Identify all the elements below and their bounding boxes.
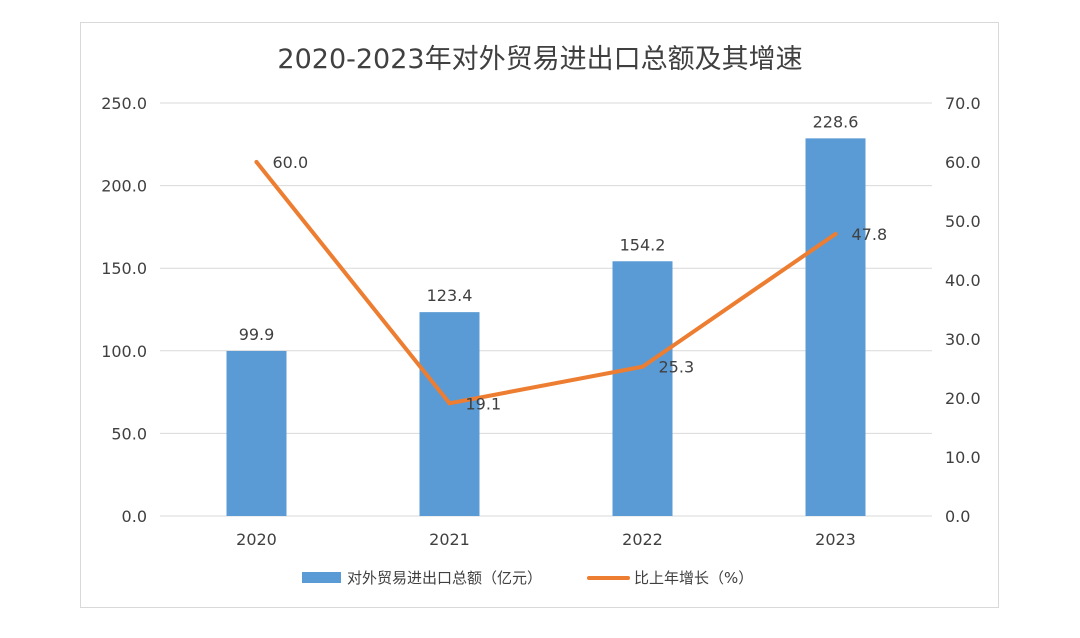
line-data-label: 60.0	[273, 153, 309, 172]
bar-data-label: 228.6	[813, 112, 859, 131]
line-data-label: 47.8	[852, 225, 888, 244]
line-point	[447, 401, 452, 406]
gridlines	[160, 102, 932, 517]
bar-series	[226, 138, 866, 517]
line-series	[254, 160, 838, 406]
bar	[419, 312, 480, 516]
right-tick-label: 60.0	[945, 153, 981, 172]
right-tick-label: 40.0	[945, 271, 981, 290]
x-tick-label: 2022	[622, 530, 663, 549]
right-tick-label: 30.0	[945, 330, 981, 349]
right-tick-label: 0.0	[945, 507, 970, 526]
data-labels: 99.9 123.4 154.2 228.6 60.0 19.1 25.3 47.8	[239, 112, 887, 413]
bar-data-label: 99.9	[239, 325, 275, 344]
line-data-label: 25.3	[659, 358, 695, 377]
legend: 对外贸易进出口总额（亿元） 比上年增长（%）	[302, 569, 753, 587]
legend-bar-label: 对外贸易进出口总额（亿元）	[347, 569, 542, 587]
line-point	[833, 231, 838, 236]
left-tick-label: 250.0	[101, 94, 147, 113]
right-tick-label: 50.0	[945, 212, 981, 231]
legend-line-label: 比上年增长（%）	[634, 569, 753, 587]
x-tick-label: 2023	[815, 530, 856, 549]
left-axis: 0.0 50.0 100.0 150.0 200.0 250.0	[101, 94, 147, 526]
x-tick-label: 2021	[429, 530, 470, 549]
right-tick-label: 70.0	[945, 94, 981, 113]
line-data-label: 19.1	[466, 394, 502, 413]
bar	[805, 138, 866, 517]
bar	[226, 350, 287, 516]
left-tick-label: 200.0	[101, 177, 147, 196]
bar-data-label: 154.2	[620, 235, 666, 254]
left-tick-label: 50.0	[111, 424, 147, 443]
right-tick-label: 10.0	[945, 448, 981, 467]
bar-data-label: 123.4	[427, 286, 473, 305]
left-tick-label: 0.0	[122, 507, 147, 526]
legend-bar-swatch	[302, 572, 341, 583]
left-tick-label: 150.0	[101, 259, 147, 278]
right-tick-label: 20.0	[945, 389, 981, 408]
line-point	[254, 160, 259, 164]
right-axis: 0.0 10.0 20.0 30.0 40.0 50.0 60.0 70.0	[945, 94, 981, 526]
bar	[612, 261, 673, 516]
growth-line	[254, 160, 838, 406]
line-point	[640, 364, 645, 369]
x-tick-label: 2020	[236, 530, 277, 549]
x-axis: 2020 2021 2022 2023	[236, 530, 856, 549]
chart-title: 2020-2023年对外贸易进出口总额及其增速	[277, 44, 802, 75]
left-tick-label: 100.0	[101, 342, 147, 361]
